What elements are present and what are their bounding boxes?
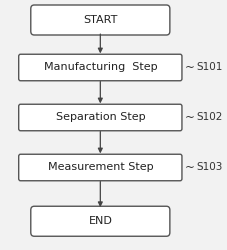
Text: Measurement Step: Measurement Step	[47, 162, 153, 172]
FancyBboxPatch shape	[19, 104, 181, 131]
Text: Separation Step: Separation Step	[55, 112, 145, 122]
Text: ~: ~	[184, 111, 194, 124]
Text: ~: ~	[184, 161, 194, 174]
FancyBboxPatch shape	[31, 206, 169, 236]
Text: START: START	[83, 15, 117, 25]
Text: S101: S101	[195, 62, 222, 72]
Text: S103: S103	[195, 162, 222, 172]
FancyBboxPatch shape	[19, 154, 181, 181]
Text: END: END	[88, 216, 112, 226]
Text: Manufacturing  Step: Manufacturing Step	[43, 62, 156, 72]
FancyBboxPatch shape	[31, 5, 169, 35]
FancyBboxPatch shape	[19, 54, 181, 81]
Text: ~: ~	[184, 61, 194, 74]
Text: S102: S102	[195, 112, 222, 122]
